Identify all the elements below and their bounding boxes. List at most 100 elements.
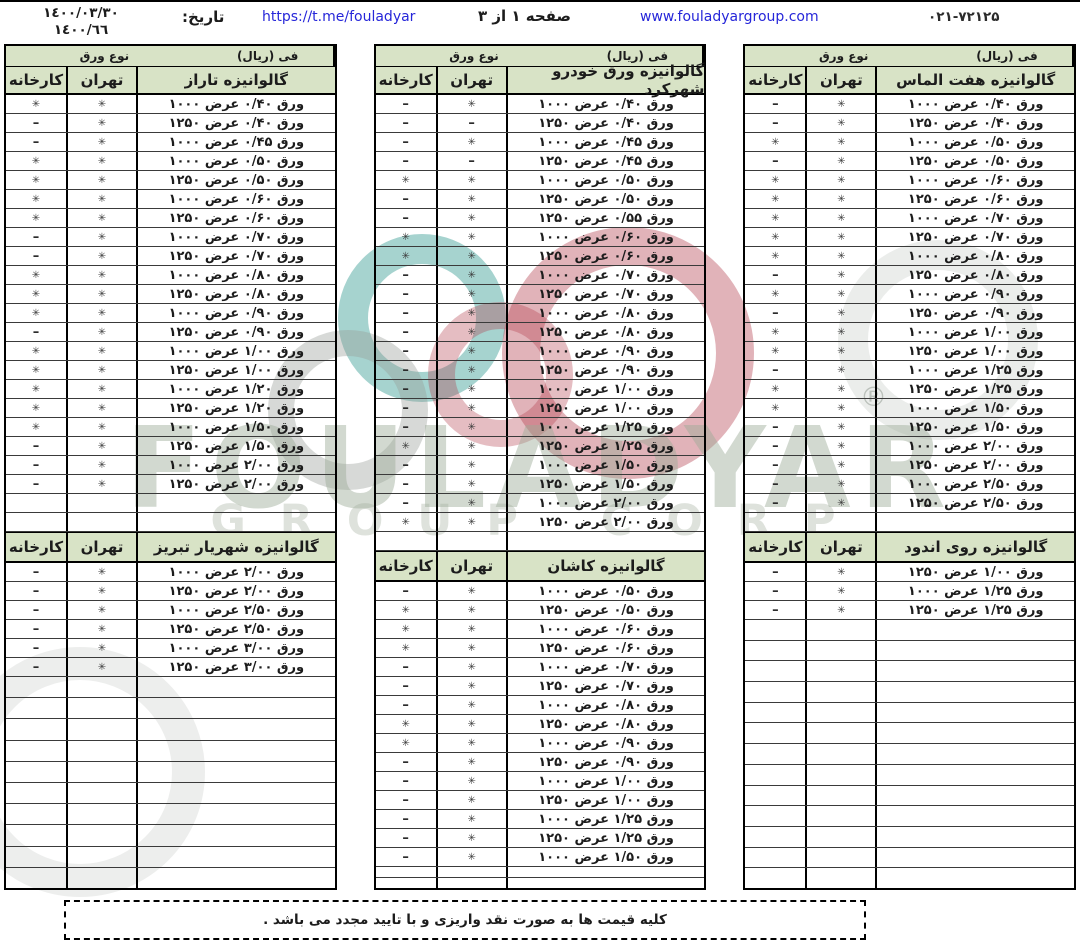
price-tehran-cell: ✳ (807, 563, 878, 581)
sheet-type-cell: ورق ۰/۹۰ عرض ۱۰۰۰ (538, 735, 674, 751)
sheet-type-cell (877, 513, 1074, 531)
tehran-col-header: تهران (438, 552, 508, 580)
no-price-dash: – (402, 115, 409, 131)
price-masked-icon: ✳ (31, 288, 41, 300)
no-price-dash: – (772, 438, 779, 454)
price-tehran-cell: ✳ (438, 753, 508, 771)
price-row: – ✳ ورق ۱/۲۵ عرض ۱۲۵۰ (745, 601, 1075, 620)
sheet-type-cell: ورق ۲/۰۰ عرض ۱۰۰۰ (907, 438, 1044, 454)
price-row: ✳ ✳ ورق ۱/۲۰ عرض ۱۲۵۰ (6, 399, 335, 418)
sheet-type-cell: ورق ۱/۰۰ عرض ۱۰۰۰ (168, 343, 305, 359)
price-tehran-cell (807, 764, 878, 785)
sheet-type-cell: ورق ۱/۰۰ عرض ۱۲۵۰ (538, 400, 674, 416)
sheet-type-cell: ورق ۰/۶۰ عرض ۱۰۰۰ (907, 172, 1044, 188)
price-masked-icon: ✳ (467, 193, 476, 205)
price-tehran-cell: ✳ (68, 209, 138, 227)
sheet-type-cell: ورق ۰/۷۰ عرض ۱۲۵۰ (538, 678, 674, 694)
sheet-type-cell: ورق ۱/۲۵ عرض ۱۲۵۰ (538, 830, 674, 846)
sheet-type-cell: ورق ۰/۷۰ عرض ۱۰۰۰ (538, 659, 674, 675)
price-factory-cell: – (6, 437, 68, 455)
price-masked-icon: ✳ (97, 212, 107, 224)
sheet-type-cell: ورق ۲/۵۰ عرض ۱۰۰۰ (907, 476, 1044, 492)
no-price-dash: – (402, 830, 409, 846)
price-factory-cell: ✳ (6, 285, 68, 303)
price-factory-cell: – (745, 304, 808, 322)
price-tehran-cell: ✳ (68, 190, 138, 208)
price-masked-icon: ✳ (837, 193, 846, 205)
sheet-type-cell: ورق ۰/۵۰ عرض ۱۲۵۰ (538, 191, 674, 207)
filler-row (376, 878, 705, 888)
sheet-type-cell: ورق ۱/۲۵ عرض ۱۰۰۰ (538, 811, 674, 827)
price-factory-cell: ✳ (6, 95, 68, 113)
price-masked-icon: ✳ (401, 174, 410, 186)
price-tehran-cell (438, 878, 508, 888)
sheet-type-cell (877, 723, 1074, 743)
price-row: – ✳ ورق ۱/۵۰ عرض ۱۲۵۰ (745, 418, 1075, 437)
no-price-dash: – (402, 419, 409, 435)
price-tehran-cell: ✳ (438, 304, 508, 322)
price-factory-cell: ✳ (376, 228, 438, 246)
price-masked-icon: ✳ (771, 326, 780, 338)
price-factory-cell: – (376, 152, 438, 170)
price-factory-cell (6, 740, 68, 761)
price-tehran-cell: ✳ (68, 658, 138, 676)
price-tehran-cell: ✳ (438, 456, 508, 474)
price-tehran-cell: ✳ (807, 494, 878, 512)
price-factory-cell: ✳ (745, 209, 808, 227)
price-row: – ✳ ورق ۱/۲۵ عرض ۱۲۵۰ (375, 829, 705, 848)
no-price-dash: – (32, 602, 40, 618)
price-factory-cell: ✳ (376, 247, 438, 265)
sheet-type-cell: ورق ۰/۸۰ عرض ۱۲۵۰ (538, 324, 674, 340)
price-tehran-cell: ✳ (438, 734, 508, 752)
price-tehran-cell: ✳ (438, 285, 508, 303)
sheet-type-cell: ورق ۰/۶۰ عرض ۱۲۵۰ (907, 191, 1044, 207)
price-tehran-cell (807, 620, 878, 640)
factory-col-header: کارخانه (6, 67, 68, 93)
price-masked-icon: ✳ (837, 478, 846, 490)
price-masked-icon: ✳ (97, 98, 107, 110)
website-link[interactable]: www.fouladyargroup.com (640, 9, 819, 25)
no-price-dash: – (402, 792, 409, 808)
price-row: – ✳ ورق ۰/۷۰ عرض ۱۲۵۰ (375, 285, 705, 304)
price-masked-icon: ✳ (31, 174, 41, 186)
sheet-type-cell: ورق ۱/۵۰ عرض ۱۰۰۰ (538, 457, 674, 473)
price-factory-cell: – (376, 209, 438, 227)
sheet-type-cell: ورق ۱/۲۰ عرض ۱۰۰۰ (168, 381, 305, 397)
price-masked-icon: ✳ (31, 307, 41, 319)
price-tehran-cell: ✳ (807, 266, 878, 284)
price-tehran-cell: ✳ (68, 323, 138, 341)
price-masked-icon: ✳ (837, 136, 846, 148)
sheet-type-cell: ورق ۱/۲۰ عرض ۱۲۵۰ (168, 400, 305, 416)
price-row: – ✳ ورق ۱/۰۰ عرض ۱۰۰۰ (375, 772, 705, 791)
page-number: صفحه ۱ از ۳ (478, 7, 571, 25)
sheet-type-cell (877, 806, 1074, 826)
price-factory-cell: ✳ (376, 513, 438, 531)
price-row: – ✳ ورق ۰/۸۰ عرض ۱۲۵۰ (745, 266, 1075, 285)
sheet-type-cell (138, 494, 335, 512)
price-tehran-cell: ✳ (438, 677, 508, 695)
sheet-type-cell: ورق ۰/۹۰ عرض ۱۲۵۰ (907, 305, 1044, 321)
price-masked-icon: ✳ (467, 174, 476, 186)
sheet-type-cell: ورق ۲/۰۰ عرض ۱۰۰۰ (168, 457, 305, 473)
price-row: ✳ ✳ ورق ۰/۶۰ عرض ۱۲۵۰ (745, 190, 1075, 209)
price-masked-icon: ✳ (97, 193, 107, 205)
price-row: – ✳ ورق ۱/۲۵ عرض ۱۰۰۰ (745, 361, 1075, 380)
price-tehran-cell: ✳ (438, 380, 508, 398)
price-factory-cell: – (376, 848, 438, 866)
price-tehran-cell: ✳ (68, 475, 138, 493)
no-price-dash: – (402, 324, 409, 340)
sheet-type-cell: ورق ۰/۶۰ عرض ۱۲۵۰ (538, 640, 674, 656)
price-masked-icon: ✳ (837, 421, 846, 433)
sheet-type-cell (877, 744, 1074, 764)
price-row: – ✳ ورق ۰/۸۰ عرض ۱۰۰۰ (375, 696, 705, 715)
filler-row (745, 682, 1075, 703)
price-row: ✳ ✳ ورق ۰/۵۰ عرض ۱۰۰۰ (375, 171, 705, 190)
sheet-type-cell: ورق ۰/۵۰ عرض ۱۲۵۰ (538, 602, 674, 618)
sheet-type-cell: ورق ۰/۹۰ عرض ۱۲۵۰ (538, 754, 674, 770)
price-masked-icon: ✳ (837, 383, 846, 395)
telegram-link[interactable]: https://t.me/fouladyar (262, 9, 416, 25)
price-tehran-cell: ✳ (438, 810, 508, 828)
price-masked-icon: ✳ (97, 661, 107, 673)
sheet-type-cell: ورق ۰/۷۰ عرض ۱۰۰۰ (168, 229, 305, 245)
